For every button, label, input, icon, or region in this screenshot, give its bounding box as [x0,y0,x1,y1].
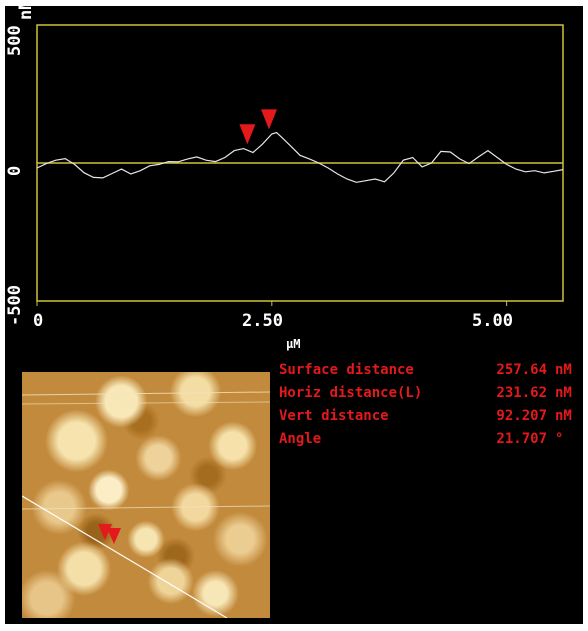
x-unit-label: µM [286,337,301,351]
readout-unit: nM [555,361,572,378]
y-tick-label-500: 500 [5,25,25,56]
cursor-markers [239,109,278,145]
readout-label: Surface distance [279,361,414,378]
section-line[interactable] [22,495,228,618]
measurement-readout: Surface distance 257.64 nM Horiz distanc… [279,358,572,450]
height-profile-trace [36,131,564,183]
scan-artifact-line [22,391,270,396]
profile-plot [36,24,564,306]
axis-ticks [36,301,508,306]
x-tick-label-5-00: 5.00 [472,311,513,331]
readout-label: Horiz distance(L) [279,384,423,401]
afm-image-overlay [22,391,270,618]
scan-artifact-line [22,505,270,510]
y-tick-label-0: 0 [5,165,25,176]
readout-row: Angle 21.707 ° [279,427,572,450]
readout-row: Horiz distance(L) 231.62 nM [279,381,572,404]
scan-artifact-line [22,401,270,405]
readout-row: Vert distance 92.207 nM [279,404,572,427]
readout-row: Surface distance 257.64 nM [279,358,572,381]
readout-unit: nM [555,407,572,424]
readout-value: 231.62 [496,384,547,401]
afm-topography-image[interactable] [22,372,270,618]
x-tick-label-0: 0 [33,311,44,331]
readout-unit: nM [555,384,572,401]
readout-value: 257.64 [496,361,547,378]
readout-label: Vert distance [279,407,389,424]
readout-label: Angle [279,430,322,447]
readout-value: 92.207 [496,407,547,424]
readout-value: 21.707 [496,430,547,447]
x-tick-label-2-50: 2.50 [242,311,283,331]
profile-cursor-marker[interactable] [239,124,256,145]
image-cursor-marker[interactable] [107,528,121,544]
y-unit-label: nM [16,6,36,20]
y-tick-label-minus-500: -500 [5,285,25,326]
profile-cursor-marker[interactable] [261,109,278,130]
readout-unit: ° [555,430,564,447]
afm-section-analysis-screen: nM 500 0 -500 0 2.50 5.00 µM Surface dis… [5,6,583,624]
